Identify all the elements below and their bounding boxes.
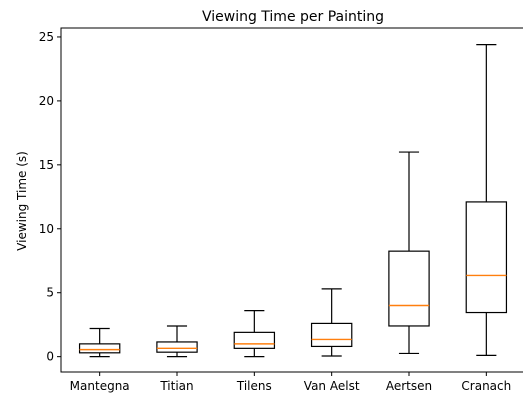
x-tick-label: Cranach bbox=[461, 379, 511, 393]
box-titian bbox=[156, 325, 198, 358]
plot-area-frame bbox=[60, 27, 523, 373]
iqr-box bbox=[465, 201, 508, 314]
y-tick-label: 5 bbox=[46, 286, 54, 300]
iqr-box bbox=[78, 343, 121, 354]
iqr-box bbox=[156, 341, 198, 353]
x-tick-label: Aertsen bbox=[386, 379, 432, 393]
y-tick-label: 20 bbox=[39, 94, 54, 108]
x-tick-label: Titian bbox=[159, 379, 193, 393]
y-tick-label: 15 bbox=[39, 158, 54, 172]
box-van-aelst bbox=[310, 288, 353, 357]
x-tick-label: Tilens bbox=[236, 379, 272, 393]
x-tick-label: Van Aelst bbox=[304, 379, 360, 393]
box-cranach bbox=[465, 44, 508, 356]
iqr-box bbox=[310, 322, 353, 348]
iqr-box bbox=[233, 331, 276, 349]
y-axis: 0 5 10 15 20 25 bbox=[39, 30, 61, 364]
y-tick-label: 0 bbox=[46, 350, 54, 364]
box-aertsen bbox=[388, 151, 430, 355]
x-tick-label: Mantegna bbox=[70, 379, 130, 393]
x-axis: Mantegna Titian Tilens Van Aelst Aertsen Cran… bbox=[70, 372, 511, 393]
y-tick-label: 25 bbox=[39, 30, 54, 44]
chart-title: Viewing Time per Painting bbox=[202, 9, 384, 25]
y-axis-label: Viewing Time (s) bbox=[15, 151, 29, 251]
boxes-layer bbox=[78, 44, 508, 358]
box-mantegna bbox=[78, 327, 121, 358]
box-tilens bbox=[233, 310, 276, 358]
iqr-box bbox=[388, 250, 430, 327]
y-tick-label: 10 bbox=[39, 222, 54, 236]
